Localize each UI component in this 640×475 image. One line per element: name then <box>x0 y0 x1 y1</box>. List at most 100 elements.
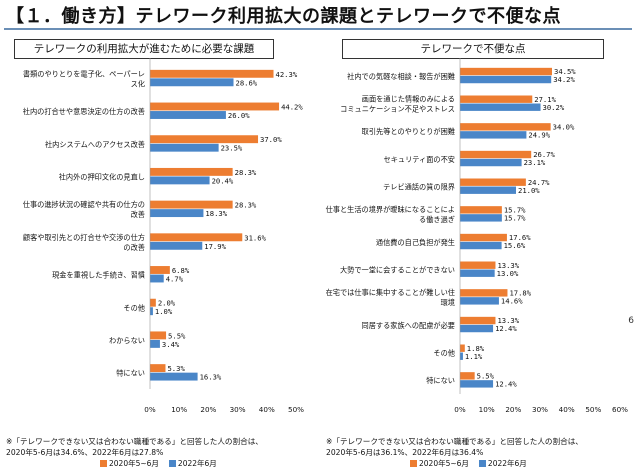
bar-2020 <box>460 178 526 186</box>
data-label: 14.6% <box>501 297 523 306</box>
data-label: 2.0% <box>158 299 176 308</box>
data-label: 17.8% <box>509 289 531 298</box>
category-label: 画面を通じた情報のみによる <box>362 95 455 104</box>
bar-2022 <box>460 297 499 305</box>
bar-2022 <box>460 241 502 250</box>
bar-2020 <box>460 261 496 269</box>
data-label: 20.4% <box>212 176 234 185</box>
x-tick-label: 60% <box>612 405 628 414</box>
data-label: 23.1% <box>524 158 546 167</box>
data-label: 5.5% <box>477 372 495 381</box>
x-tick-label: 30% <box>532 405 548 414</box>
data-label: 3.4% <box>162 340 180 349</box>
legend-label-2022: 2022年6月 <box>487 459 527 468</box>
bar-2022 <box>150 176 210 185</box>
x-tick-label: 10% <box>479 405 495 414</box>
bar-2020 <box>150 102 280 111</box>
category-label: 仕事と生活の境界が曖昧になることによ <box>326 205 455 214</box>
left-footnote: ※「テレワークできない又は合わない職種である」と回答した人の割合は、 2020年… <box>6 436 263 458</box>
legend-label-2020: 2020年5~6月 <box>419 459 469 468</box>
right-footnote-line-2: 2020年5-6月は36.1%、2022年6月は36.4% <box>326 448 484 457</box>
data-label: 42.3% <box>276 70 298 79</box>
bar-2020 <box>150 200 233 209</box>
right-legend: 2020年5~6月 2022年6月 <box>410 458 533 469</box>
legend-swatch-2020 <box>100 460 107 467</box>
x-tick-label: 20% <box>505 405 521 414</box>
x-tick-label: 30% <box>230 405 246 414</box>
x-tick-label: 0% <box>454 405 466 414</box>
bar-2020 <box>150 135 259 144</box>
bar-2020 <box>150 331 167 340</box>
category-label: 特にない <box>426 376 455 385</box>
data-label: 31.6% <box>244 233 266 242</box>
data-label: 15.6% <box>504 241 526 250</box>
data-label: 1.0% <box>155 307 173 316</box>
right-footnote: ※「テレワークできない又は合わない職種である」と回答した人の割合は、 2020年… <box>326 436 583 458</box>
category-label: 現金を重視した手続き、習慣 <box>52 271 145 280</box>
category-label: テレビ通話の質の限界 <box>383 183 455 192</box>
data-label: 16.3% <box>200 373 222 382</box>
bar-2022 <box>460 380 494 388</box>
bar-2020 <box>150 69 274 78</box>
x-tick-label: 50% <box>288 405 304 414</box>
bar-2022 <box>150 372 198 381</box>
legend-swatch-2020 <box>410 460 417 467</box>
data-label: 37.0% <box>260 135 282 144</box>
bar-2020 <box>460 372 475 380</box>
left-legend: 2020年5~6月 2022年6月 <box>100 458 223 469</box>
bar-2022 <box>460 214 502 222</box>
x-tick-label: 40% <box>559 405 575 414</box>
category-label: 社内での気軽な相談・報告が困難 <box>347 72 455 81</box>
data-label: 6.8% <box>172 266 190 275</box>
data-label: 34.0% <box>553 123 575 132</box>
bar-2022 <box>460 103 541 111</box>
category-label: 在宅では仕事に集中することが難しい住 <box>326 288 455 297</box>
category-label: 取引先等とのやりとりが困難 <box>362 127 455 136</box>
x-tick-label: 50% <box>585 405 601 414</box>
page-number: 6 <box>628 316 634 326</box>
data-label: 12.4% <box>495 324 517 333</box>
bar-2020 <box>150 167 233 176</box>
category-label: コミュニケーション不足やストレス <box>340 105 455 114</box>
category-label: セキュリティ面の不安 <box>384 155 455 164</box>
data-label: 28.6% <box>236 78 258 87</box>
bar-2022 <box>150 241 203 250</box>
data-label: 13.0% <box>497 269 519 278</box>
legend-label-2020: 2020年5~6月 <box>109 459 159 468</box>
category-label: 仕事の進捗状況の確認や共有の仕方の <box>23 200 145 209</box>
data-label: 1.1% <box>465 352 483 361</box>
data-label: 17.9% <box>204 242 226 251</box>
bar-2020 <box>460 344 465 352</box>
category-label: 社内外の押印文化の見直し <box>59 172 145 181</box>
bar-2022 <box>460 352 463 360</box>
bar-2020 <box>460 206 502 214</box>
bar-2022 <box>150 111 226 119</box>
category-label: 環境 <box>441 298 455 307</box>
bar-2020 <box>150 233 243 242</box>
legend-swatch-2022 <box>478 460 486 467</box>
left-footnote-line-1: ※「テレワークできない又は合わない職種である」と回答した人の割合は、 <box>6 437 263 446</box>
data-label: 24.9% <box>528 131 550 140</box>
data-label: 1.8% <box>467 344 485 353</box>
bar-2022 <box>150 78 234 87</box>
bar-2020 <box>150 298 156 307</box>
data-label: 12.4% <box>495 380 517 389</box>
category-label: その他 <box>123 303 145 312</box>
data-label: 5.5% <box>168 331 186 340</box>
bar-2020 <box>460 150 532 159</box>
data-label: 28.3% <box>235 168 257 177</box>
bar-2022 <box>150 209 204 218</box>
data-label: 5.3% <box>167 364 185 373</box>
category-label: 社内システムへのアクセス改善 <box>45 140 145 149</box>
bar-2022 <box>150 307 153 316</box>
data-label: 13.3% <box>497 316 519 325</box>
category-label: 通信費の自己負担が発生 <box>376 238 455 247</box>
right-chart-panel: テレワークで不便な点 社内での気軽な相談・報告が困難 34.5% 34.2% 画面を通… <box>324 34 630 434</box>
right-footnote-line-1: ※「テレワークできない又は合わない職種である」と回答した人の割合は、 <box>326 437 583 446</box>
category-label: ス化 <box>131 79 145 88</box>
bar-2022 <box>460 186 516 194</box>
bar-2022 <box>460 75 552 84</box>
data-label: 28.3% <box>235 201 257 210</box>
category-label: 社内の打合せや意思決定の仕方の改善 <box>23 107 145 116</box>
